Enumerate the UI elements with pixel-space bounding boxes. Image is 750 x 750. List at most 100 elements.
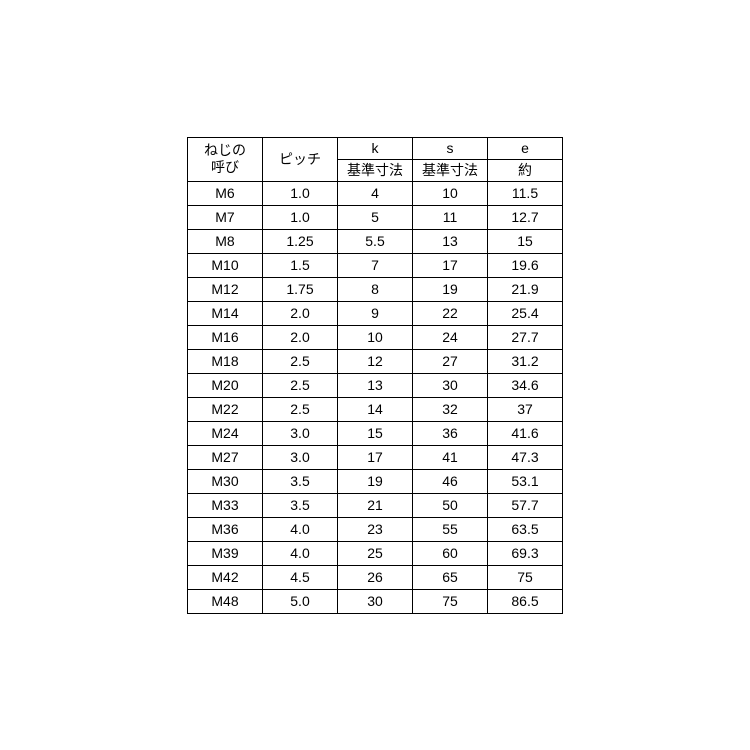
cell-s: 55	[413, 517, 488, 541]
cell-s: 65	[413, 565, 488, 589]
cell-k: 12	[338, 349, 413, 373]
cell-pitch: 2.5	[263, 373, 338, 397]
cell-e: 57.7	[488, 493, 563, 517]
cell-e: 37	[488, 397, 563, 421]
table-row: M101.571719.6	[188, 253, 563, 277]
cell-name: M36	[188, 517, 263, 541]
cell-e: 47.3	[488, 445, 563, 469]
cell-pitch: 3.0	[263, 421, 338, 445]
cell-e: 25.4	[488, 301, 563, 325]
cell-pitch: 2.0	[263, 325, 338, 349]
table-row: M333.5215057.7	[188, 493, 563, 517]
table-row: M243.0153641.6	[188, 421, 563, 445]
cell-s: 50	[413, 493, 488, 517]
cell-e: 12.7	[488, 205, 563, 229]
cell-s: 36	[413, 421, 488, 445]
table-row: M71.051112.7	[188, 205, 563, 229]
cell-k: 7	[338, 253, 413, 277]
cell-k: 26	[338, 565, 413, 589]
cell-name: M6	[188, 181, 263, 205]
cell-name: M8	[188, 229, 263, 253]
table-row: M485.0307586.5	[188, 589, 563, 613]
cell-e: 63.5	[488, 517, 563, 541]
col-subheader-k: 基準寸法	[338, 159, 413, 181]
cell-name: M7	[188, 205, 263, 229]
cell-pitch: 3.0	[263, 445, 338, 469]
table-row: M142.092225.4	[188, 301, 563, 325]
table-row: M162.0102427.7	[188, 325, 563, 349]
table-row: M121.7581921.9	[188, 277, 563, 301]
cell-e: 86.5	[488, 589, 563, 613]
table-row: M81.255.51315	[188, 229, 563, 253]
cell-pitch: 2.0	[263, 301, 338, 325]
cell-pitch: 3.5	[263, 493, 338, 517]
table-head: ねじの 呼び ピッチ k s e 基準寸法 基準寸法 約	[188, 137, 563, 181]
cell-name: M33	[188, 493, 263, 517]
table-row: M222.5143237	[188, 397, 563, 421]
cell-pitch: 4.5	[263, 565, 338, 589]
cell-k: 21	[338, 493, 413, 517]
col-header-k: k	[338, 137, 413, 159]
cell-e: 53.1	[488, 469, 563, 493]
cell-k: 4	[338, 181, 413, 205]
cell-s: 32	[413, 397, 488, 421]
cell-k: 25	[338, 541, 413, 565]
cell-name: M16	[188, 325, 263, 349]
col-header-s: s	[413, 137, 488, 159]
cell-pitch: 1.25	[263, 229, 338, 253]
cell-e: 21.9	[488, 277, 563, 301]
cell-s: 46	[413, 469, 488, 493]
cell-name: M12	[188, 277, 263, 301]
header-row-1: ねじの 呼び ピッチ k s e	[188, 137, 563, 159]
cell-s: 22	[413, 301, 488, 325]
cell-name: M10	[188, 253, 263, 277]
cell-e: 69.3	[488, 541, 563, 565]
table-row: M364.0235563.5	[188, 517, 563, 541]
page: ねじの 呼び ピッチ k s e 基準寸法 基準寸法 約 M61.041011.…	[0, 0, 750, 750]
cell-k: 8	[338, 277, 413, 301]
cell-name: M24	[188, 421, 263, 445]
cell-s: 30	[413, 373, 488, 397]
table-row: M202.5133034.6	[188, 373, 563, 397]
cell-s: 41	[413, 445, 488, 469]
cell-pitch: 1.0	[263, 181, 338, 205]
cell-name: M18	[188, 349, 263, 373]
cell-e: 15	[488, 229, 563, 253]
cell-name: M14	[188, 301, 263, 325]
col-subheader-e: 約	[488, 159, 563, 181]
cell-s: 17	[413, 253, 488, 277]
col-header-pitch: ピッチ	[263, 137, 338, 181]
cell-k: 10	[338, 325, 413, 349]
table-row: M61.041011.5	[188, 181, 563, 205]
cell-k: 30	[338, 589, 413, 613]
cell-pitch: 4.0	[263, 541, 338, 565]
table-row: M424.5266575	[188, 565, 563, 589]
table-body: M61.041011.5M71.051112.7M81.255.51315M10…	[188, 181, 563, 613]
cell-s: 13	[413, 229, 488, 253]
cell-name: M42	[188, 565, 263, 589]
cell-pitch: 5.0	[263, 589, 338, 613]
cell-e: 75	[488, 565, 563, 589]
cell-pitch: 1.5	[263, 253, 338, 277]
cell-e: 11.5	[488, 181, 563, 205]
col-header-name-line2: 呼び	[211, 159, 239, 176]
cell-s: 60	[413, 541, 488, 565]
cell-name: M30	[188, 469, 263, 493]
cell-k: 5.5	[338, 229, 413, 253]
table-row: M273.0174147.3	[188, 445, 563, 469]
cell-k: 14	[338, 397, 413, 421]
cell-name: M27	[188, 445, 263, 469]
cell-name: M20	[188, 373, 263, 397]
table-row: M182.5122731.2	[188, 349, 563, 373]
cell-e: 31.2	[488, 349, 563, 373]
cell-pitch: 2.5	[263, 397, 338, 421]
cell-k: 13	[338, 373, 413, 397]
cell-s: 24	[413, 325, 488, 349]
col-header-e: e	[488, 137, 563, 159]
cell-e: 41.6	[488, 421, 563, 445]
cell-s: 10	[413, 181, 488, 205]
cell-k: 9	[338, 301, 413, 325]
cell-e: 27.7	[488, 325, 563, 349]
cell-s: 11	[413, 205, 488, 229]
cell-pitch: 1.0	[263, 205, 338, 229]
